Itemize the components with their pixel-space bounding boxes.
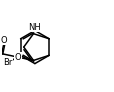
Text: O: O	[1, 36, 7, 45]
Text: O: O	[15, 53, 21, 62]
Text: NH: NH	[27, 23, 40, 32]
Text: Br: Br	[3, 58, 12, 67]
